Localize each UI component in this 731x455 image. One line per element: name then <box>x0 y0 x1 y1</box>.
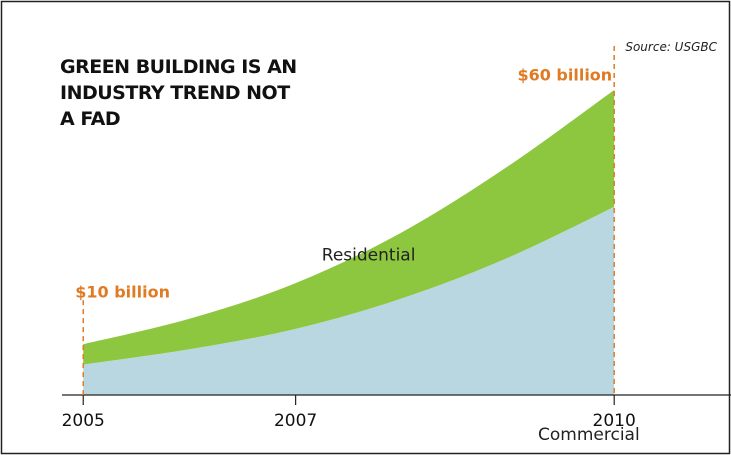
annotation-label: $60 billion <box>517 66 612 85</box>
area <box>83 90 615 365</box>
source-note: Source: USGBC <box>625 40 717 54</box>
series-label: Residential <box>322 245 416 265</box>
area <box>83 206 615 395</box>
annotation-label: $10 billion <box>75 283 170 302</box>
x-tick-label: 2007 <box>274 411 317 431</box>
x-tick-label: 2005 <box>62 411 105 431</box>
chart-title: GREEN BUILDING IS AN INDUSTRY TREND NOT … <box>60 56 297 130</box>
x-tick-label: 2010 <box>593 411 636 431</box>
series-label: Commercial <box>538 425 640 445</box>
